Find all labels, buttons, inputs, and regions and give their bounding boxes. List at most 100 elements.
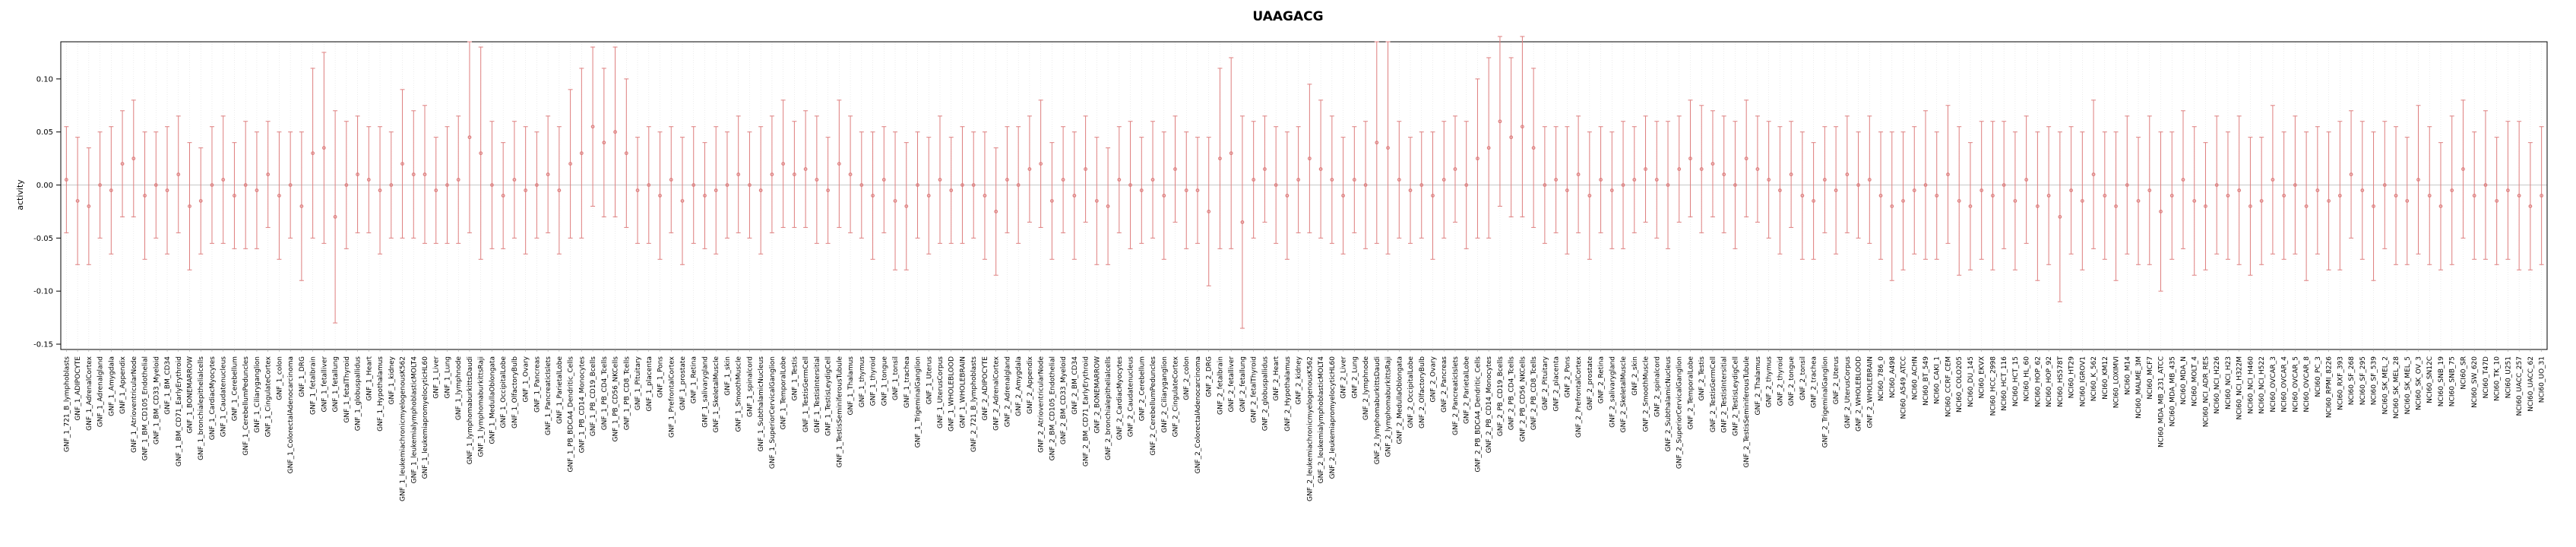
- svg-text:NCI60_A498: NCI60_A498: [1889, 356, 1897, 398]
- svg-text:NCI60_786_0: NCI60_786_0: [1878, 356, 1885, 401]
- svg-text:GNF_2_Pancreas: GNF_2_Pancreas: [1441, 356, 1448, 413]
- svg-text:GNF_1_PB_CD19_Bcells: GNF_1_PB_CD19_Bcells: [590, 356, 597, 437]
- svg-text:GNF_2_721_B_lymphoblasts: GNF_2_721_B_lymphoblasts: [970, 356, 978, 452]
- svg-text:GNF_2_PB_CD19_Bcells: GNF_2_PB_CD19_Bcells: [1497, 356, 1505, 437]
- svg-text:NCI60_NCI_ADR_RES: NCI60_NCI_ADR_RES: [2202, 356, 2210, 428]
- svg-text:GNF_1_colon: GNF_1_colon: [276, 356, 283, 400]
- svg-text:NCI60_OVCAR_3: NCI60_OVCAR_3: [2270, 356, 2277, 413]
- svg-text:GNF_2_SubthalamicNucleus: GNF_2_SubthalamicNucleus: [1665, 356, 1673, 452]
- svg-text:NCI60_SNB_75: NCI60_SNB_75: [2449, 356, 2457, 406]
- svg-text:NCI60_HL_60: NCI60_HL_60: [2024, 356, 2031, 402]
- svg-text:GNF_1_TestisIntersitial: GNF_1_TestisIntersitial: [814, 356, 821, 433]
- svg-text:GNF_1_BM_CD34: GNF_1_BM_CD34: [164, 356, 172, 415]
- svg-text:GNF_2_CardiacMyocytes: GNF_2_CardiacMyocytes: [1116, 356, 1124, 441]
- svg-text:GNF_2_CerebellumPeduncles: GNF_2_CerebellumPeduncles: [1150, 356, 1157, 456]
- svg-text:NCI60_SN12C: NCI60_SN12C: [2426, 356, 2434, 403]
- svg-text:GNF_2_Uterus: GNF_2_Uterus: [1833, 356, 1840, 405]
- svg-text:GNF_1_WHOLEBLOOD: GNF_1_WHOLEBLOOD: [948, 356, 956, 432]
- svg-text:GNF_1_tonsil: GNF_1_tonsil: [892, 356, 900, 400]
- svg-text:GNF_1_ColorectalAdenocarcinoma: GNF_1_ColorectalAdenocarcinoma: [287, 356, 295, 473]
- y-axis-label: activity: [14, 179, 25, 210]
- svg-text:GNF_1_PancreaticIslets: GNF_1_PancreaticIslets: [545, 356, 552, 435]
- svg-text:NCI60_SK_MEL_5: NCI60_SK_MEL_5: [2404, 356, 2412, 414]
- svg-text:GNF_2_Appendix: GNF_2_Appendix: [1027, 356, 1034, 414]
- svg-text:GNF_2_spinalcord: GNF_2_spinalcord: [1654, 356, 1661, 417]
- svg-text:GNF_2_UterusCorpus: GNF_2_UterusCorpus: [1844, 356, 1852, 428]
- svg-text:GNF_2_tongue: GNF_2_tongue: [1788, 356, 1796, 406]
- svg-text:GNF_2_PancreaticIslets: GNF_2_PancreaticIslets: [1452, 356, 1460, 435]
- svg-text:GNF_1_skin: GNF_1_skin: [724, 356, 732, 396]
- svg-text:GNF_2_WHOLEBRAIN: GNF_2_WHOLEBRAIN: [1866, 356, 1874, 428]
- svg-text:GNF_1_CingulateCortex: GNF_1_CingulateCortex: [265, 356, 273, 437]
- svg-text:NCI60_UACC_257: NCI60_UACC_257: [2516, 356, 2524, 416]
- svg-text:NCI60_SR: NCI60_SR: [2460, 356, 2467, 390]
- svg-text:GNF_1_TrigeminalGanglion: GNF_1_TrigeminalGanglion: [915, 356, 922, 447]
- svg-text:GNF_1_trachea: GNF_1_trachea: [903, 356, 911, 408]
- svg-text:GNF_1_Heart: GNF_1_Heart: [366, 356, 373, 401]
- svg-text:NCI60_SF_539: NCI60_SF_539: [2371, 356, 2378, 405]
- svg-text:-0.10: -0.10: [33, 288, 53, 296]
- svg-text:NCI60_CAKI_1: NCI60_CAKI_1: [1934, 356, 1941, 404]
- svg-text:GNF_2_prostate: GNF_2_prostate: [1587, 356, 1594, 411]
- svg-text:NCI60_HOP_62: NCI60_HOP_62: [2034, 356, 2042, 407]
- svg-text:GNF_1_leukemialymphoblasticMOL: GNF_1_leukemialymphoblasticMOLT4: [410, 356, 418, 484]
- svg-text:NCI60_T47D: NCI60_T47D: [2483, 356, 2490, 399]
- svg-text:-0.05: -0.05: [33, 235, 53, 243]
- svg-text:GNF_1_Testis: GNF_1_Testis: [791, 356, 799, 401]
- svg-text:GNF_2_bronchialepithelialcells: GNF_2_bronchialepithelialcells: [1105, 356, 1112, 460]
- svg-text:GNF_2_PB_CD4_Tcells: GNF_2_PB_CD4_Tcells: [1508, 356, 1516, 431]
- svg-text:GNF_1_Appendix: GNF_1_Appendix: [119, 356, 127, 414]
- svg-text:GNF_2_Heart: GNF_2_Heart: [1273, 356, 1280, 401]
- svg-text:GNF_1_Ovary: GNF_1_Ovary: [523, 356, 530, 402]
- svg-text:GNF_1_globuspallidus: GNF_1_globuspallidus: [355, 356, 362, 432]
- svg-text:GNF_2_Thalamus: GNF_2_Thalamus: [1755, 356, 1762, 416]
- svg-text:GNF_2_leukemiachronicmyelogeno: GNF_2_leukemiachronicmyelogenousK562: [1306, 356, 1314, 501]
- svg-text:GNF_2_BM_CD71_EarlyErythroid: GNF_2_BM_CD71_EarlyErythroid: [1083, 356, 1090, 466]
- svg-text:GNF_2_SuperiorCervicalGanglion: GNF_2_SuperiorCervicalGanglion: [1676, 356, 1684, 469]
- svg-text:GNF_1_Hypothalamus: GNF_1_Hypothalamus: [377, 356, 385, 432]
- svg-text:GNF_1_MedullaOblongata: GNF_1_MedullaOblongata: [489, 356, 496, 444]
- svg-text:GNF_2_fetalbrain: GNF_2_fetalbrain: [1217, 356, 1224, 415]
- svg-text:NCI60_SW_620: NCI60_SW_620: [2471, 356, 2479, 408]
- x-axis-labels: GNF_1_721_B_lymphoblasts GNF_1_ADIPOCYTE G…: [63, 349, 2546, 501]
- plot-border: [60, 41, 2548, 350]
- svg-text:GNF_1_SuperiorCervicalGanglion: GNF_1_SuperiorCervicalGanglion: [769, 356, 777, 469]
- svg-text:GNF_1_WHOLEBRAIN: GNF_1_WHOLEBRAIN: [959, 356, 967, 428]
- svg-text:NCI60_SK_OV_3: NCI60_SK_OV_3: [2416, 356, 2423, 410]
- svg-text:GNF_2_TestisSeminiferousTubule: GNF_2_TestisSeminiferousTubule: [1743, 356, 1751, 468]
- svg-text:GNF_2_Lung: GNF_2_Lung: [1351, 356, 1359, 399]
- svg-text:NCI60_SK_MEL_28: NCI60_SK_MEL_28: [2393, 356, 2400, 419]
- svg-text:GNF_2_thymus: GNF_2_thymus: [1766, 356, 1774, 408]
- svg-text:GNF_2_skin: GNF_2_skin: [1631, 356, 1639, 396]
- svg-text:GNF_2_Retina: GNF_2_Retina: [1598, 356, 1606, 403]
- svg-text:GNF_2_PrefrontalCortex: GNF_2_PrefrontalCortex: [1575, 356, 1583, 438]
- svg-text:GNF_2_TestisGermCell: GNF_2_TestisGermCell: [1710, 356, 1717, 432]
- svg-text:NCI60_NCI_H522: NCI60_NCI_H522: [2258, 356, 2266, 414]
- svg-text:GNF_1_BONEMARROW: GNF_1_BONEMARROW: [186, 356, 194, 434]
- svg-text:GNF_2_fetalliver: GNF_2_fetalliver: [1228, 356, 1236, 413]
- svg-text:GNF_1_SubthalamicNucleus: GNF_1_SubthalamicNucleus: [758, 356, 765, 452]
- svg-text:NCI60_MDA_MB_231_ATCC: NCI60_MDA_MB_231_ATCC: [2158, 356, 2166, 447]
- svg-text:GNF_1_bronchialepithelialcells: GNF_1_bronchialepithelialcells: [198, 356, 205, 460]
- svg-text:NCI60_NCI_H460: NCI60_NCI_H460: [2247, 356, 2255, 414]
- svg-text:GNF_1_Amygdala: GNF_1_Amygdala: [108, 356, 116, 416]
- svg-text:GNF_1_PB_CD56_NKCells: GNF_1_PB_CD56_NKCells: [612, 356, 620, 442]
- svg-text:NCI60_MOLT_4: NCI60_MOLT_4: [2191, 356, 2199, 406]
- svg-text:NCI60_ACHN: NCI60_ACHN: [1911, 356, 1919, 400]
- svg-text:GNF_1_OccipitalLobe: GNF_1_OccipitalLobe: [500, 356, 508, 428]
- svg-text:GNF_1_tongue: GNF_1_tongue: [881, 356, 888, 406]
- svg-text:NCI60_DU_145: NCI60_DU_145: [1967, 356, 1975, 407]
- svg-text:0.10: 0.10: [36, 75, 53, 84]
- svg-text:GNF_2_TrigeminalGanglion: GNF_2_TrigeminalGanglion: [1821, 356, 1829, 447]
- svg-text:NCI60_M14: NCI60_M14: [2124, 356, 2131, 395]
- svg-text:GNF_1_kidney: GNF_1_kidney: [388, 356, 396, 404]
- svg-text:GNF_2_PB_BDCA4_Dendritic_Cells: GNF_2_PB_BDCA4_Dendritic_Cells: [1474, 356, 1482, 473]
- svg-text:GNF_1_thyroid: GNF_1_thyroid: [870, 356, 878, 406]
- svg-text:GNF_2_PB_CD56_NKCells: GNF_2_PB_CD56_NKCells: [1519, 356, 1527, 442]
- svg-text:GNF_2_PB_CD8_Tcells: GNF_2_PB_CD8_Tcells: [1530, 356, 1538, 431]
- svg-text:GNF_1_AtrioventricularNode: GNF_1_AtrioventricularNode: [131, 356, 138, 453]
- svg-text:NCI60_U251: NCI60_U251: [2505, 356, 2512, 398]
- svg-text:NCI60_OVCAR_8: NCI60_OVCAR_8: [2303, 356, 2311, 413]
- svg-text:GNF_2_Amygdala: GNF_2_Amygdala: [1015, 356, 1023, 416]
- svg-text:NCI60_NCI_H322M: NCI60_NCI_H322M: [2236, 356, 2244, 420]
